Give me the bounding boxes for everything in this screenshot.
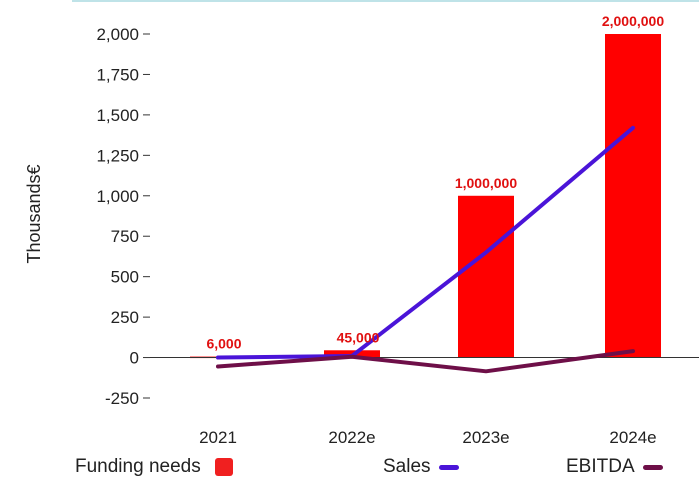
y-tick-label: 750 (111, 227, 139, 246)
bar-data-label: 6,000 (206, 336, 241, 352)
legend-label-ebitda: EBITDA (566, 456, 635, 477)
legend-item-ebitda: EBITDA (566, 452, 663, 482)
bar-data-label: 45,000 (337, 329, 380, 345)
bar-data-labels: 6,000 45,000 1,000,000 2,000,000 (206, 13, 664, 352)
legend-item-funding: Funding needs (75, 452, 233, 482)
y-tick-label: 2,000 (96, 25, 139, 44)
y-axis-ticks: 2,000 1,750 1,500 1,250 1,000 750 500 250 0 -250 (96, 25, 150, 408)
legend-item-sales: Sales (383, 452, 459, 482)
y-tick-label: 250 (111, 308, 139, 327)
legend-swatch-sales (438, 464, 459, 470)
funding-bars (190, 34, 661, 359)
line-sales (216, 125, 635, 360)
y-axis-label: Thousands€ (24, 164, 44, 263)
bar-2024e (605, 34, 661, 358)
legend: Funding needs Sales EBITDA (0, 452, 699, 492)
series-lines (216, 125, 635, 374)
y-tick-label: 1,750 (96, 65, 139, 84)
x-axis-ticks: 2021 2022e 2023e 2024e (199, 428, 657, 447)
y-tick-label: 500 (111, 268, 139, 287)
legend-label-funding: Funding needs (75, 456, 201, 477)
y-tick-label: 1,500 (96, 106, 139, 125)
y-tick-label: 1,250 (96, 146, 139, 165)
bar-data-label: 2,000,000 (602, 13, 664, 29)
x-tick-label: 2022e (328, 428, 375, 447)
x-tick-label: 2023e (462, 428, 509, 447)
legend-swatch-funding (214, 458, 233, 476)
y-tick-label: -250 (105, 389, 139, 408)
legend-swatch-ebitda (642, 464, 663, 470)
bar-2023e (458, 195, 514, 358)
y-tick-label: 1,000 (96, 187, 139, 206)
legend-label-sales: Sales (383, 456, 431, 477)
y-tick-label: 0 (130, 349, 139, 368)
chart: Thousands€ 2,000 1,750 1,500 1,250 1,000 750 5… (24, 0, 699, 447)
x-tick-label: 2024e (609, 428, 656, 447)
line-ebitda (216, 349, 635, 374)
x-tick-label: 2021 (199, 428, 237, 447)
bar-data-label: 1,000,000 (455, 175, 517, 191)
